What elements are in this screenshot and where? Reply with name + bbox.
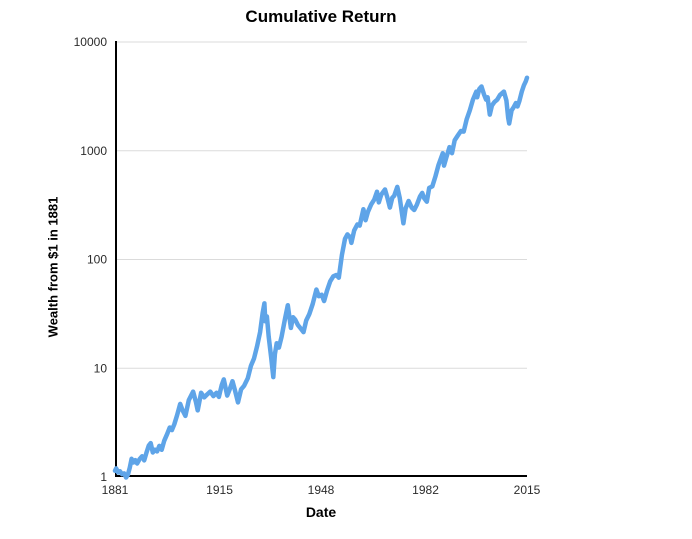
x-tick-label: 1982 (412, 483, 439, 497)
x-tick-label: 1915 (206, 483, 233, 497)
x-tick-label: 1948 (308, 483, 335, 497)
x-tick-label: 2015 (514, 483, 541, 497)
y-tick-label: 10 (94, 361, 108, 375)
y-tick-label: 1 (100, 470, 107, 484)
y-tick-label: 100 (87, 253, 107, 267)
y-tick-label: 10000 (74, 35, 108, 49)
return-line-series (112, 75, 530, 480)
chart-title: Cumulative Return (245, 7, 397, 26)
x-axis-title: Date (305, 504, 337, 520)
y-tick-label: 1000 (80, 144, 107, 158)
x-tick-label: 1881 (102, 483, 129, 497)
